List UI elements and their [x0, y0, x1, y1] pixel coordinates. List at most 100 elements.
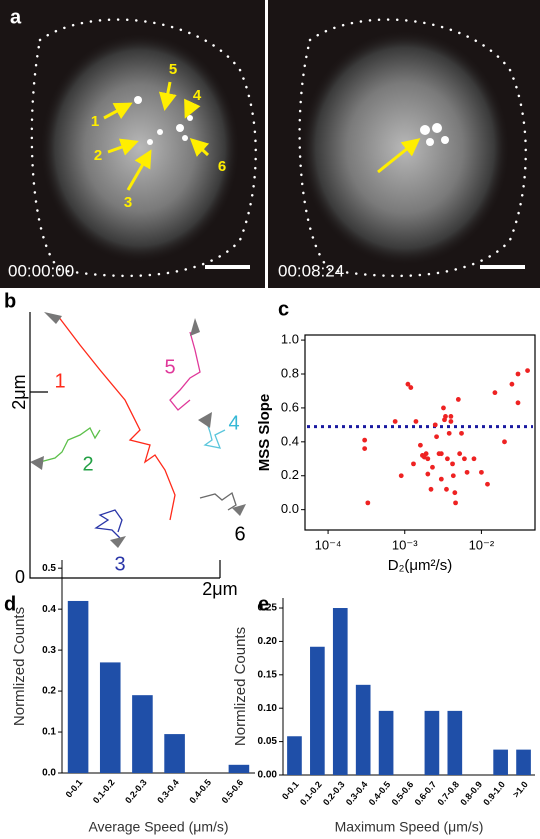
point	[411, 461, 416, 467]
panel-label: d	[4, 593, 16, 615]
point	[438, 476, 444, 482]
y-tick-label: 0.5	[42, 563, 56, 574]
y-tick-label: 0.10	[258, 703, 278, 714]
point	[441, 405, 446, 411]
bar	[447, 710, 463, 775]
track-label: 3	[114, 553, 125, 575]
cell	[40, 33, 240, 263]
x-tick-label: >1.0	[511, 779, 530, 799]
x-tick-label: 0.3-0.4	[344, 779, 370, 807]
axis	[29, 312, 220, 579]
point	[462, 456, 467, 462]
x-tick-label: 0.5-0.6	[390, 779, 416, 807]
y-tick-label: 0.0	[281, 501, 299, 516]
point	[509, 381, 515, 387]
bar	[516, 749, 531, 775]
y-tick-label: 0.4	[281, 433, 299, 448]
y-axis-label: Normlized Counts	[11, 607, 28, 726]
point	[452, 490, 458, 496]
spot-label: 5	[169, 61, 177, 78]
point	[430, 464, 435, 470]
point	[485, 481, 490, 487]
x-tick-label: 0.4-0.5	[187, 777, 213, 805]
axis	[61, 560, 255, 774]
y-tick-label: 0.00	[258, 770, 278, 781]
y-axis-label: MSS Slope	[256, 394, 273, 472]
spot-label: 3	[124, 194, 132, 211]
point	[453, 500, 458, 506]
x-axis-label: D₂(μm²/s)	[388, 557, 452, 574]
x-tick-label: 10⁻⁴	[315, 537, 342, 552]
point	[444, 456, 450, 462]
track-label: 6	[234, 523, 245, 545]
point	[448, 419, 454, 424]
point	[464, 469, 470, 475]
bar	[228, 764, 250, 773]
point	[413, 419, 419, 424]
y-tick-label: 1.0	[281, 332, 299, 347]
point	[408, 385, 414, 390]
point	[425, 471, 431, 477]
point	[457, 451, 463, 457]
panel-label: a	[10, 6, 22, 28]
x-tick-label: 0.2-0.3	[123, 777, 149, 805]
track-label: 1	[54, 370, 65, 392]
y-tick-label: 0.0	[42, 768, 56, 779]
y-tick-label: 0.2	[42, 686, 56, 697]
y-tick-label: 0.20	[258, 636, 278, 647]
plot-frame	[304, 334, 536, 531]
x-tick-label: 0.3-0.4	[155, 777, 181, 805]
bar	[378, 710, 394, 775]
point	[365, 500, 371, 506]
cell-outline	[30, 18, 257, 278]
point	[471, 456, 477, 462]
point	[423, 451, 429, 457]
bar	[164, 734, 185, 773]
track-label: 5	[164, 356, 175, 378]
spot-label: 4	[193, 87, 202, 104]
point	[450, 461, 455, 467]
x-axis-label: Average Speed (μm/s)	[88, 819, 228, 835]
point	[448, 413, 454, 419]
start-markers	[30, 312, 246, 548]
bar	[67, 600, 89, 773]
x-tick-label: 0.5-0.6	[220, 777, 246, 805]
y-tick-label: 0.8	[281, 365, 299, 380]
y-tick-label: 0.05	[258, 736, 278, 747]
point	[525, 368, 530, 374]
y-tick-label: 0.2	[281, 467, 299, 482]
spot-label: 6	[218, 158, 226, 175]
scale-bar	[480, 265, 525, 269]
track-label: 4	[228, 412, 239, 434]
point	[438, 451, 444, 457]
point	[362, 446, 368, 452]
point	[428, 486, 434, 492]
timestamp: 00:08:24	[278, 261, 344, 280]
bar	[310, 646, 325, 775]
point	[502, 439, 507, 445]
x-tick-label: 0-0.1	[280, 779, 301, 801]
cell-outline	[298, 18, 527, 278]
point	[479, 469, 484, 475]
y-axis-label: Normlized Counts	[232, 627, 249, 746]
x-axis-label: Maximum Speed (μm/s)	[335, 819, 484, 835]
y-tick-label: 0.3	[42, 645, 56, 656]
point	[392, 419, 398, 424]
y-tick-label: 0.4	[42, 604, 56, 615]
timestamp: 00:00:00	[8, 261, 74, 280]
bar	[332, 608, 348, 775]
scale-label: 2μm	[9, 374, 29, 409]
bar	[493, 749, 508, 775]
point	[398, 473, 404, 479]
point	[450, 473, 456, 479]
x-tick-label: 0.8-0.9	[458, 779, 484, 807]
x-tick-label: 0.1-0.2	[298, 779, 324, 807]
point	[446, 430, 452, 436]
y-tick-label: 0.1	[42, 727, 56, 738]
x-tick-label: 10⁻²	[469, 537, 495, 552]
cell	[300, 30, 510, 266]
point	[455, 397, 461, 402]
panel-label: b	[4, 290, 16, 312]
bar	[424, 710, 440, 775]
